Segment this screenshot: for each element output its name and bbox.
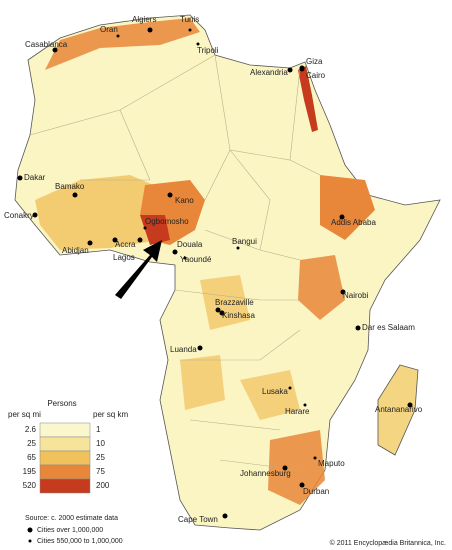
city-dot [116, 34, 120, 38]
legend-swatch [39, 450, 91, 466]
city-label: Ogbomosho [145, 217, 189, 226]
city-label: Oran [100, 25, 118, 34]
copyright: © 2011 Encyclopædia Britannica, Inc. [330, 539, 446, 547]
city-dot [52, 47, 58, 53]
legend-unit: per sq km [93, 410, 128, 419]
legend-swatch [39, 478, 91, 494]
city-dot [355, 325, 361, 331]
legend-dot [27, 527, 33, 533]
city-label: Tunis [180, 15, 199, 24]
city-label: Harare [285, 407, 310, 416]
city-label: Cairo [306, 71, 326, 80]
city-dot [183, 256, 187, 260]
city-dot [282, 465, 288, 471]
legend-value: 1 [96, 425, 101, 434]
city-label: Dakar [24, 173, 46, 182]
city-dot [340, 289, 346, 295]
city-dot [287, 67, 293, 73]
legend-value: 10 [96, 439, 105, 448]
city-dot [299, 66, 305, 72]
legend-swatch [39, 464, 91, 480]
city-dot [17, 175, 23, 181]
city-dot [197, 345, 203, 351]
city-dot [172, 249, 178, 255]
city-label: Yaoundé [180, 255, 212, 264]
city-label: Tripoli [197, 46, 219, 55]
city-label: Addis Ababa [331, 218, 376, 227]
city-label: Giza [306, 57, 323, 66]
city-dot [236, 246, 240, 250]
legend-value: 200 [96, 481, 110, 490]
city-label: Abidjan [62, 246, 89, 255]
legend-value: 25 [96, 453, 105, 462]
legend-value: 520 [23, 481, 37, 490]
legend-value: 25 [27, 439, 36, 448]
city-dot [339, 214, 345, 220]
city-label: Casablanca [25, 40, 68, 49]
city-label: Accra [115, 240, 136, 249]
city-dot [87, 240, 93, 246]
city-dot [143, 226, 147, 230]
city-label: Nairobi [343, 291, 369, 300]
city-label: Durban [303, 487, 329, 496]
land [14, 14, 441, 531]
city-label: Dar es Salaam [362, 323, 415, 332]
city-dot [407, 402, 413, 408]
city-dot [72, 192, 78, 198]
city-dot [147, 27, 153, 33]
city-dot [32, 212, 38, 218]
city-dot [313, 456, 317, 460]
city-label: Maputo [318, 459, 345, 468]
city-label: Antananarivo [375, 405, 423, 414]
city-label: Conakry [4, 211, 34, 220]
legend-value: 2.6 [25, 425, 37, 434]
city-dot [215, 307, 221, 313]
city-dot [112, 237, 118, 243]
legend-value: 65 [27, 453, 36, 462]
city-dot [137, 237, 143, 243]
city-labels: Algiers Tunis Oran Casablanca Tripoli Giza Cai… [4, 15, 423, 524]
legend-value: 195 [23, 467, 37, 476]
city-label: Cape Town [178, 515, 218, 524]
city-label: Kano [175, 196, 194, 205]
city-dot [188, 28, 192, 32]
city-dot [288, 386, 292, 390]
city-label: Bamako [55, 182, 85, 191]
city-label: Alexandria [250, 68, 288, 77]
city-label: Johannesburg [240, 469, 291, 478]
arrow [115, 240, 162, 299]
legend: Persons per sq mi per sq km 2.6 1 25 10 65 25… [8, 399, 128, 494]
city-dot [219, 310, 225, 316]
legend-unit: per sq mi [8, 410, 41, 419]
city-label: Douala [177, 240, 203, 249]
city-legend: Cities 550,000 to 1,000,000 [37, 538, 123, 545]
city-label: Lagos [113, 253, 135, 262]
city-dot [167, 192, 173, 198]
city-label: Lusaka [262, 387, 288, 396]
city-label: Bangui [232, 237, 257, 246]
city-dot [303, 403, 307, 407]
legend-swatch [39, 436, 91, 452]
legend-title: Persons [47, 399, 76, 408]
source: Source: c. 2000 estimate data [25, 515, 118, 522]
city-dot [196, 42, 200, 46]
city-dot [299, 482, 305, 488]
city-label: Brazzaville [215, 298, 254, 307]
city-label: Luanda [170, 345, 197, 354]
legend-dot [28, 539, 32, 543]
legend-swatch [39, 422, 91, 438]
city-label: Algiers [132, 15, 156, 24]
city-legend: Cities over 1,000,000 [37, 527, 103, 534]
city-dot [222, 513, 228, 519]
city-label: Kinshasa [222, 311, 255, 320]
legend-value: 75 [96, 467, 105, 476]
